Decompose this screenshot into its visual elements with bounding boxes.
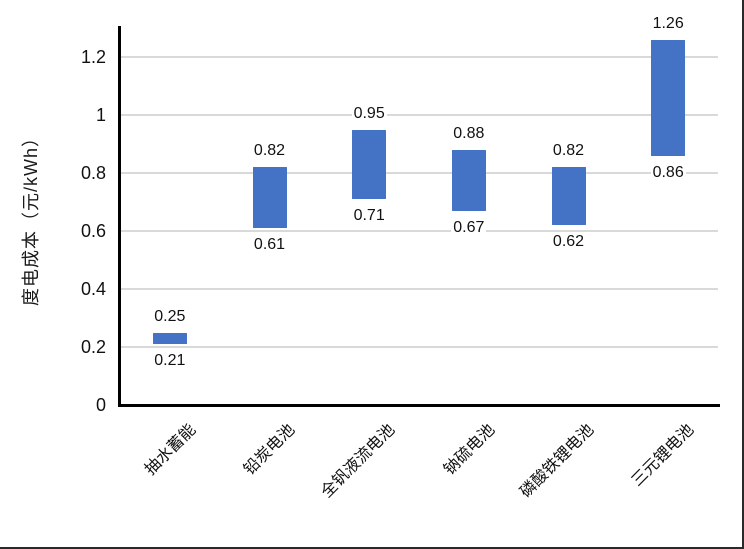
y-tick-0: 0 xyxy=(95,395,106,415)
range-bar-三元锂电池 xyxy=(651,39,686,156)
bar-min-label-磷酸铁锂电池: 0.62 xyxy=(550,233,587,251)
gridline-0.8 xyxy=(120,172,718,174)
plot-area: 0.25 0.21 0.82 0.61 0.95 0.71 0.88 0.67 0.82 0.62… xyxy=(120,14,718,405)
bar-max-label-三元锂电池: 1.26 xyxy=(650,14,686,32)
range-bar-钠硫电池 xyxy=(451,149,486,211)
y-tick-0.2: 0.2 xyxy=(80,337,106,357)
range-bar-全钒液流电池 xyxy=(352,129,387,200)
x-category-label-全钒液流电池: 全钒液流电池 xyxy=(318,421,399,502)
x-category-label-抽水蓄能: 抽水蓄能 xyxy=(141,421,200,479)
x-category-label-磷酸铁锂电池: 磷酸铁锂电池 xyxy=(517,421,598,502)
y-tick-0.6: 0.6 xyxy=(80,221,106,241)
x-axis-line xyxy=(118,404,720,407)
y-tick-0.4: 0.4 xyxy=(80,279,106,299)
gridline-1 xyxy=(120,114,718,116)
x-category-label-钠硫电池: 钠硫电池 xyxy=(440,421,499,479)
bar-max-label-钠硫电池: 0.88 xyxy=(451,124,487,142)
bar-min-label-全钒液流电池: 0.71 xyxy=(351,207,387,225)
bar-max-label-铅炭电池: 0.82 xyxy=(251,142,288,160)
gridline-0.4 xyxy=(120,288,718,290)
bar-min-label-抽水蓄能: 0.21 xyxy=(152,352,188,370)
x-category-label-铅炭电池: 铅炭电池 xyxy=(241,421,299,479)
y-tick-1.2: 1.2 xyxy=(80,47,106,67)
range-bar-铅炭电池 xyxy=(252,167,287,229)
x-category-label-三元锂电池: 三元锂电池 xyxy=(628,421,698,490)
bar-max-label-抽水蓄能: 0.25 xyxy=(152,307,188,325)
bar-min-label-钠硫电池: 0.67 xyxy=(451,218,487,236)
bar-min-label-三元锂电池: 0.86 xyxy=(650,163,686,181)
bar-max-label-磷酸铁锂电池: 0.82 xyxy=(550,142,587,160)
gridline-1.2 xyxy=(120,56,718,58)
y-axis-line xyxy=(118,26,121,407)
bar-max-label-全钒液流电池: 0.95 xyxy=(351,104,387,122)
range-bar-抽水蓄能 xyxy=(152,332,187,345)
gridline-0.6 xyxy=(120,230,718,232)
bar-min-label-铅炭电池: 0.61 xyxy=(251,236,288,254)
y-tick-0.8: 0.8 xyxy=(80,163,106,183)
gridline-0.2 xyxy=(120,346,718,348)
range-bar-磷酸铁锂电池 xyxy=(551,167,586,226)
y-tick-1: 1 xyxy=(95,105,106,125)
